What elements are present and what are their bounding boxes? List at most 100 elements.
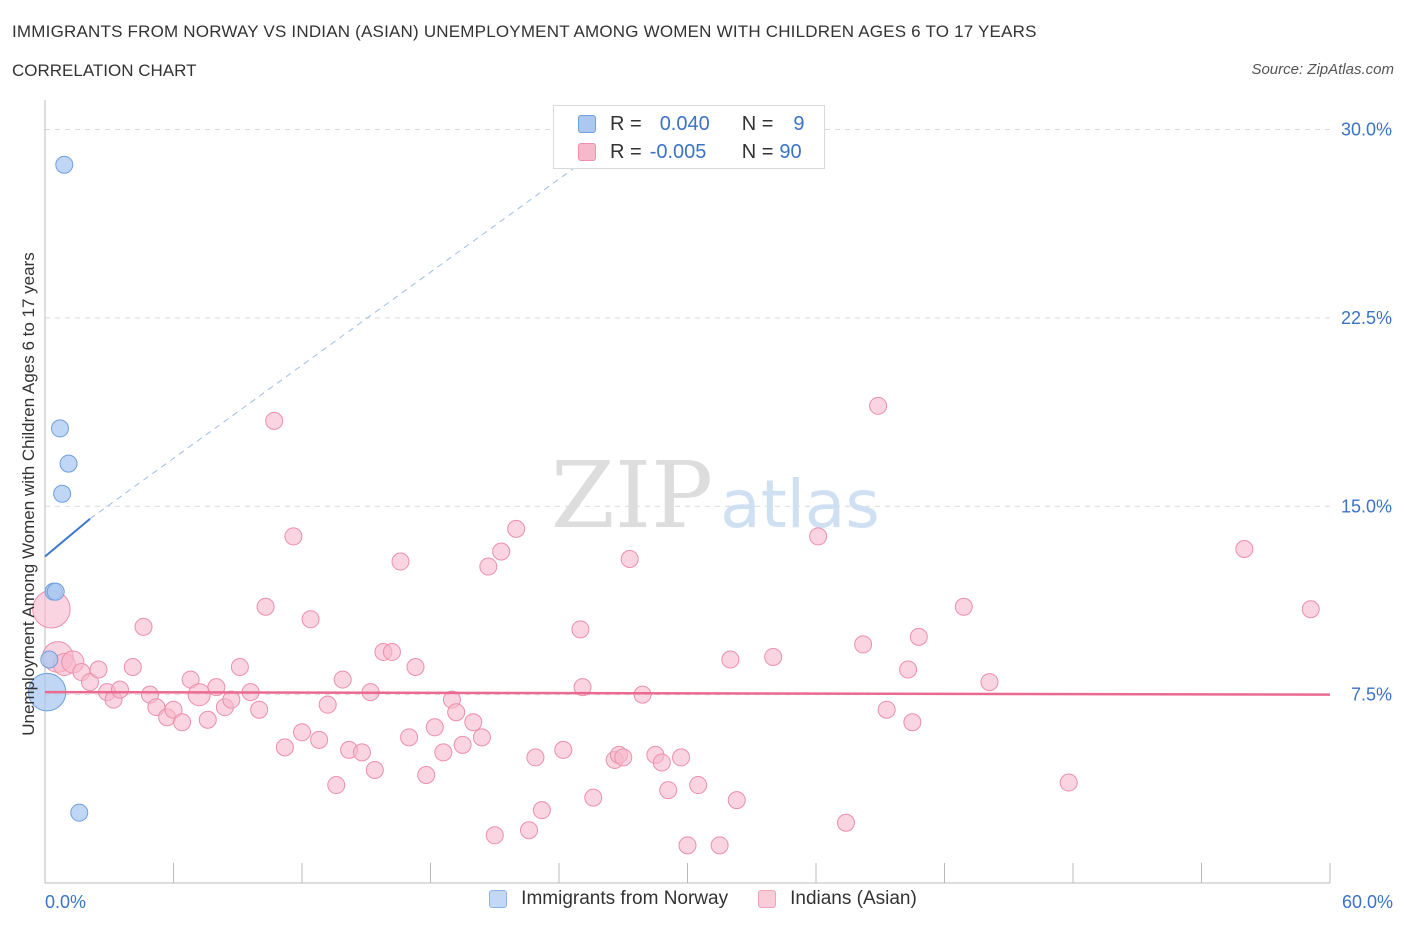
indians-point — [301, 610, 320, 629]
y-tick-label: 15.0% — [1341, 496, 1392, 516]
indians-point — [678, 836, 697, 855]
indians-point — [80, 673, 99, 692]
chart-subtitle: CORRELATION CHART — [12, 61, 197, 80]
indians-n-value: 90 — [779, 140, 802, 163]
indians-point — [689, 776, 708, 795]
watermark-atlas: atlas — [720, 466, 880, 543]
indians-point — [230, 658, 249, 677]
indians-point — [554, 740, 573, 759]
indians-point — [110, 680, 129, 699]
indians-point — [507, 519, 526, 538]
indians-point — [425, 718, 444, 737]
trend-lines — [44, 116, 1331, 696]
legend-indians-swatch — [758, 890, 777, 908]
indians-point — [854, 635, 873, 654]
norway-n-label: N = — [741, 112, 774, 135]
indians-point — [809, 527, 828, 546]
norway-point — [70, 803, 89, 822]
indians-point — [318, 695, 337, 714]
tick-labels: 7.5% 15.0% 22.5% 30.0% 0.0% 60.0% — [45, 120, 1393, 912]
x-tick-label: 60.0% — [1342, 892, 1393, 912]
indians-point — [584, 788, 603, 807]
source-label: Source: ZipAtlas.com — [1251, 61, 1394, 78]
indians-point — [485, 826, 504, 845]
indians-point — [721, 650, 740, 669]
correlation-legend: R = 0.040 N = 9 R = -0.005 N = 90 — [553, 105, 825, 169]
indians-point — [310, 730, 329, 749]
indians-point — [1059, 773, 1078, 792]
indians-points — [32, 396, 1320, 855]
indians-point — [327, 776, 346, 795]
indians-point — [710, 836, 729, 855]
indians-point — [727, 791, 746, 810]
legend-norway-label: Immigrants from Norway — [521, 888, 729, 909]
indians-point — [391, 552, 410, 571]
legend-item-indians[interactable]: Indians (Asian) — [758, 888, 917, 910]
indians-trend-line — [44, 690, 1331, 696]
indians-point — [479, 557, 498, 576]
indians-point — [123, 658, 142, 677]
indians-point — [620, 550, 639, 569]
legend-row-indians: R = -0.005 N = 90 — [578, 138, 802, 166]
indians-point — [877, 700, 896, 719]
indians-point — [472, 728, 491, 747]
indians-point — [954, 597, 973, 616]
indians-point — [573, 678, 592, 697]
indians-point — [903, 713, 922, 732]
indians-point — [256, 597, 275, 616]
indians-point — [250, 700, 269, 719]
watermark-zip: ZIP — [551, 442, 713, 549]
indians-point — [520, 821, 539, 840]
legend-indians-label: Indians (Asian) — [790, 888, 917, 909]
norway-point — [53, 484, 72, 503]
indians-point — [198, 710, 217, 729]
axes — [44, 100, 1331, 884]
indians-point — [1301, 600, 1320, 619]
series-legend: Immigrants from Norway Indians (Asian) — [0, 888, 1406, 910]
y-axis-label: Unemployment Among Women with Children A… — [19, 252, 38, 736]
y-tick-label: 30.0% — [1341, 120, 1392, 140]
gridlines — [45, 129, 1330, 696]
indians-point — [633, 685, 652, 704]
indians-n-label: N = — [741, 140, 774, 163]
indians-point — [1235, 539, 1254, 558]
indians-point — [492, 542, 511, 561]
legend-item-norway[interactable]: Immigrants from Norway — [489, 888, 728, 910]
indians-point — [222, 690, 241, 709]
norway-swatch — [578, 115, 596, 133]
norway-trend-line — [44, 518, 91, 558]
indians-point — [526, 748, 545, 767]
norway-n-value: 9 — [793, 112, 805, 135]
norway-point — [46, 582, 65, 601]
indians-point — [447, 703, 466, 722]
indians-point — [899, 660, 918, 679]
indians-point — [187, 683, 211, 707]
indians-point — [571, 620, 590, 639]
indians-point — [869, 396, 888, 415]
indians-point — [453, 735, 472, 754]
indians-point — [417, 766, 436, 785]
indians-point — [909, 627, 928, 646]
norway-points — [27, 155, 89, 822]
indians-point — [764, 647, 783, 666]
norway-point — [50, 419, 69, 438]
indians-swatch — [578, 143, 596, 161]
x-tick-label: 0.0% — [45, 892, 86, 912]
indians-point — [980, 673, 999, 692]
indians-r-value: -0.005 — [649, 140, 707, 163]
indians-point — [164, 700, 183, 719]
indians-point — [365, 760, 384, 779]
indians-point — [275, 738, 294, 757]
indians-point — [352, 743, 371, 762]
indians-point — [134, 617, 153, 636]
norway-point — [59, 454, 78, 473]
indians-point — [333, 670, 352, 689]
indians-point — [652, 753, 671, 772]
indians-point — [400, 728, 419, 747]
norway-r-label: R = — [610, 112, 642, 135]
indians-point — [173, 713, 192, 732]
norway-trend-extension — [89, 116, 645, 520]
indians-point — [614, 748, 633, 767]
indians-point — [284, 527, 303, 546]
